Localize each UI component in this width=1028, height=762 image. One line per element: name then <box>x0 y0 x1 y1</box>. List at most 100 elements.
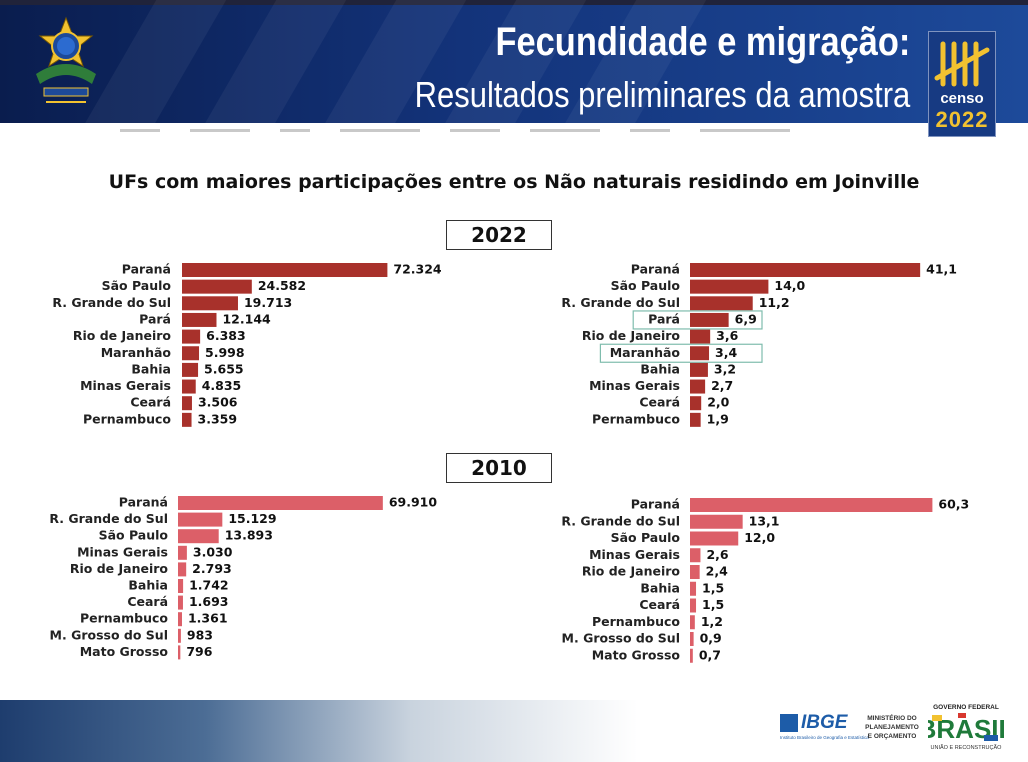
bar <box>182 263 388 277</box>
category-label: Rio de Janeiro <box>73 328 172 343</box>
ministry-line: MINISTÉRIO DO <box>867 715 917 722</box>
bar <box>690 565 700 579</box>
bar <box>182 346 200 361</box>
gov-logo-bottom-text: UNIÃO E RECONSTRUÇÃO <box>930 745 1002 751</box>
governo-federal-logo: GOVERNO FEDERAL BRASIL UNIÃO E RECONSTRU… <box>928 704 1004 754</box>
brasil-wordmark-icon: BRASIL <box>928 713 1004 743</box>
slide-subtitle: Resultados preliminares da amostra <box>414 74 910 115</box>
bar <box>690 296 753 311</box>
category-label: Minas Gerais <box>77 544 168 559</box>
category-label: M. Grosso do Sul <box>50 627 168 642</box>
header-top-stripe <box>0 0 1028 5</box>
value-label: 2,4 <box>706 564 728 579</box>
bar <box>690 379 706 394</box>
category-label: Bahia <box>640 361 680 376</box>
category-label: São Paulo <box>611 278 681 293</box>
category-label: Mato Grosso <box>592 647 681 662</box>
chart-title: UFs com maiores participações entre os N… <box>108 171 920 193</box>
bar <box>182 412 192 427</box>
bar <box>690 514 743 529</box>
category-label: R. Grande do Sul <box>561 295 680 310</box>
ibge-logo: IBGE Instituto Brasileiro de Geografia e… <box>780 712 869 742</box>
ministry-line: E ORÇAMENTO <box>867 733 917 740</box>
value-label: 60,3 <box>938 497 969 512</box>
bar <box>690 396 702 411</box>
bar <box>182 312 217 327</box>
bar <box>178 562 187 577</box>
value-label: 11,2 <box>759 295 790 310</box>
category-label: Ceará <box>130 395 171 410</box>
ministry-logo: MINISTÉRIO DO PLANEJAMENTO E ORÇAMENTO <box>862 714 922 741</box>
bar <box>690 279 769 294</box>
category-label: Minas Gerais <box>589 547 680 562</box>
category-label: Paraná <box>631 262 680 277</box>
value-label: 3,4 <box>715 345 737 360</box>
value-label: 6.383 <box>206 328 246 343</box>
value-label: 983 <box>187 627 213 642</box>
value-label: 14,0 <box>774 278 805 293</box>
value-label: 13,1 <box>749 513 780 528</box>
category-label: Rio de Janeiro <box>582 328 681 343</box>
category-label: Paraná <box>122 262 171 277</box>
category-label: Ceará <box>639 395 680 410</box>
bar <box>182 362 199 377</box>
value-label: 1,9 <box>707 411 729 426</box>
category-label: Pernambuco <box>592 411 680 426</box>
bar <box>690 598 697 613</box>
faded-text-remnant <box>120 129 790 132</box>
category-label: Pernambuco <box>83 411 171 426</box>
value-label: 41,1 <box>926 262 957 277</box>
bar <box>690 329 711 344</box>
tally-marks-icon <box>934 41 990 87</box>
ministry-line: PLANEJAMENTO <box>865 724 919 731</box>
category-label: Bahia <box>128 578 168 593</box>
category-label: Pernambuco <box>80 611 168 626</box>
category-label: Pernambuco <box>592 614 680 629</box>
bar <box>178 545 187 560</box>
value-label: 5.998 <box>205 345 245 360</box>
bar <box>178 529 219 544</box>
bar <box>690 362 708 377</box>
category-label: R. Grande do Sul <box>561 513 680 528</box>
bar <box>182 379 196 394</box>
value-label: 3.359 <box>198 411 238 426</box>
category-label: Paraná <box>119 495 168 510</box>
ibge-logo-text: IBGE <box>801 712 848 733</box>
value-label: 796 <box>186 644 212 659</box>
value-label: 6,9 <box>735 311 757 326</box>
value-label: 3,6 <box>716 328 738 343</box>
value-label: 2,0 <box>707 395 729 410</box>
bar <box>178 595 183 610</box>
category-label: R. Grande do Sul <box>52 295 171 310</box>
bar <box>690 263 921 277</box>
bar <box>178 645 181 660</box>
bar <box>690 548 701 563</box>
brazil-coat-of-arms-icon <box>36 16 96 103</box>
bar <box>690 632 694 646</box>
bar <box>690 581 697 596</box>
value-label: 0,7 <box>699 647 721 662</box>
value-label: 1.742 <box>189 578 229 593</box>
value-label: 3,2 <box>714 361 736 376</box>
slide-header: Fecundidade e migração: Resultados preli… <box>0 0 1028 123</box>
bar <box>690 648 693 663</box>
category-label: Rio de Janeiro <box>70 561 169 576</box>
category-label: Ceará <box>639 597 680 612</box>
value-label: 1,5 <box>702 580 724 595</box>
category-label: R. Grande do Sul <box>49 511 168 526</box>
value-label: 1.361 <box>188 611 228 626</box>
value-label: 1.693 <box>189 594 229 609</box>
value-label: 2,6 <box>706 547 728 562</box>
value-label: 72.324 <box>393 262 442 277</box>
slide-title: Fecundidade e migração: <box>495 20 910 64</box>
category-label: Ceará <box>127 594 168 609</box>
category-label: Mato Grosso <box>80 644 169 659</box>
censo-logo-year: 2022 <box>935 107 989 132</box>
category-label: Bahia <box>131 361 171 376</box>
value-label: 12.144 <box>222 311 271 326</box>
bar <box>178 496 383 510</box>
gov-logo-top-text: GOVERNO FEDERAL <box>933 704 999 711</box>
ibge-logo-subtitle: Instituto Brasileiro de Geografia e Esta… <box>780 735 869 740</box>
